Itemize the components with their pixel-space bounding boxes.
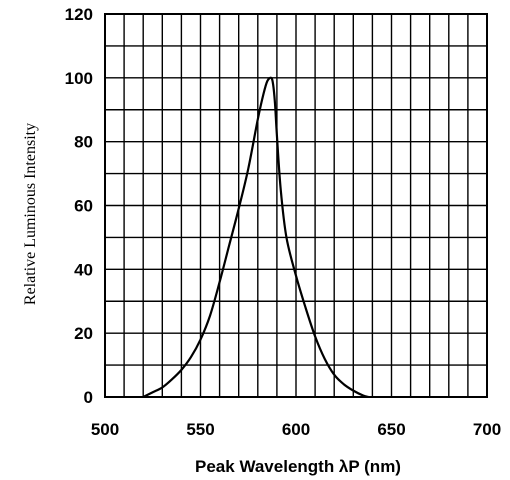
y-tick-label: 100 (65, 69, 93, 88)
y-axis-label: Relative Luminous Intensity (22, 123, 39, 305)
x-tick-label: 700 (473, 420, 501, 439)
x-tick-label: 550 (186, 420, 214, 439)
x-tick-label: 500 (91, 420, 119, 439)
y-tick-label: 60 (74, 197, 93, 216)
y-tick-labels: 0 20 40 60 80 100 120 (65, 5, 93, 407)
plot-frame (104, 13, 488, 398)
x-tick-label: 600 (282, 420, 310, 439)
y-tick-label: 40 (74, 260, 93, 279)
x-tick-label: 650 (377, 420, 405, 439)
y-tick-label: 120 (65, 5, 93, 24)
y-tick-label: 80 (74, 133, 93, 152)
y-tick-label: 0 (84, 388, 93, 407)
x-axis-label: Peak Wavelength λP (nm) (195, 457, 401, 476)
y-tick-label: 20 (74, 324, 93, 343)
series-line (142, 76, 369, 399)
grid (104, 13, 488, 398)
x-tick-labels: 500 550 600 650 700 (91, 420, 501, 439)
